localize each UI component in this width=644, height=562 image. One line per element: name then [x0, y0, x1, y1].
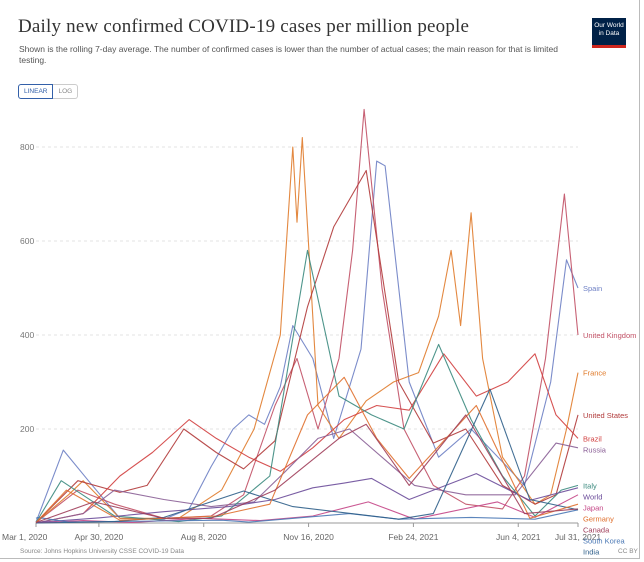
chart-title: Daily new confirmed COVID-19 cases per m…: [18, 16, 470, 37]
series-label-spain: Spain: [583, 284, 602, 293]
series-line-canada: [35, 414, 579, 524]
x-tick-label-2: Aug 8, 2020: [181, 532, 227, 542]
series-label-russia: Russia: [583, 445, 607, 454]
series-label-canada: Canada: [583, 525, 610, 534]
y-tick-label-800: 800: [20, 142, 34, 152]
scale-toggle: LINEAR LOG: [18, 84, 79, 99]
series-label-united-states: United States: [583, 411, 628, 420]
y-tick-label-400: 400: [20, 330, 34, 340]
series-label-india: India: [583, 547, 600, 556]
series-line-world: [35, 473, 579, 524]
series-label-italy: Italy: [583, 481, 597, 490]
x-tick-label-6: Jul 31, 2021: [555, 532, 602, 542]
x-tick-label-0: Mar 1, 2020: [2, 532, 48, 542]
series-line-france: [35, 137, 579, 523]
linear-scale-button[interactable]: LINEAR: [18, 84, 54, 99]
log-scale-button[interactable]: LOG: [53, 84, 79, 99]
series-label-united-kingdom: United Kingdom: [583, 331, 636, 340]
series-line-south-korea: [35, 509, 579, 523]
series-line-united-states: [35, 169, 579, 523]
series-label-south-korea: South Korea: [583, 536, 626, 545]
x-tick-label-1: Apr 30, 2020: [75, 532, 124, 542]
series-line-brazil: [35, 353, 579, 524]
license-note: CC BY: [618, 548, 638, 555]
series-line-russia: [35, 428, 579, 524]
chart-subtitle: Shown is the rolling 7-day average. The …: [19, 44, 558, 65]
x-tick-label-5: Jun 4, 2021: [496, 532, 541, 542]
series-label-france: France: [583, 369, 606, 378]
series-label-germany: Germany: [583, 514, 614, 523]
series-label-brazil: Brazil: [583, 434, 602, 443]
owid-logo[interactable]: Our World in Data: [592, 18, 626, 48]
logo-accent-bar: [592, 45, 626, 48]
series-line-united-kingdom: [35, 108, 579, 523]
y-tick-label-600: 600: [20, 236, 34, 246]
x-tick-label-3: Nov 16, 2020: [283, 532, 334, 542]
source-note: Source: Johns Hopkins University CSSE CO…: [20, 548, 185, 555]
x-tick-label-4: Feb 24, 2021: [388, 532, 438, 542]
series-line-germany: [35, 376, 579, 523]
y-tick-label-200: 200: [20, 424, 34, 434]
series-label-japan: Japan: [583, 503, 603, 512]
series-label-world: World: [583, 492, 602, 501]
logo-text: Our World in Data: [594, 22, 624, 37]
